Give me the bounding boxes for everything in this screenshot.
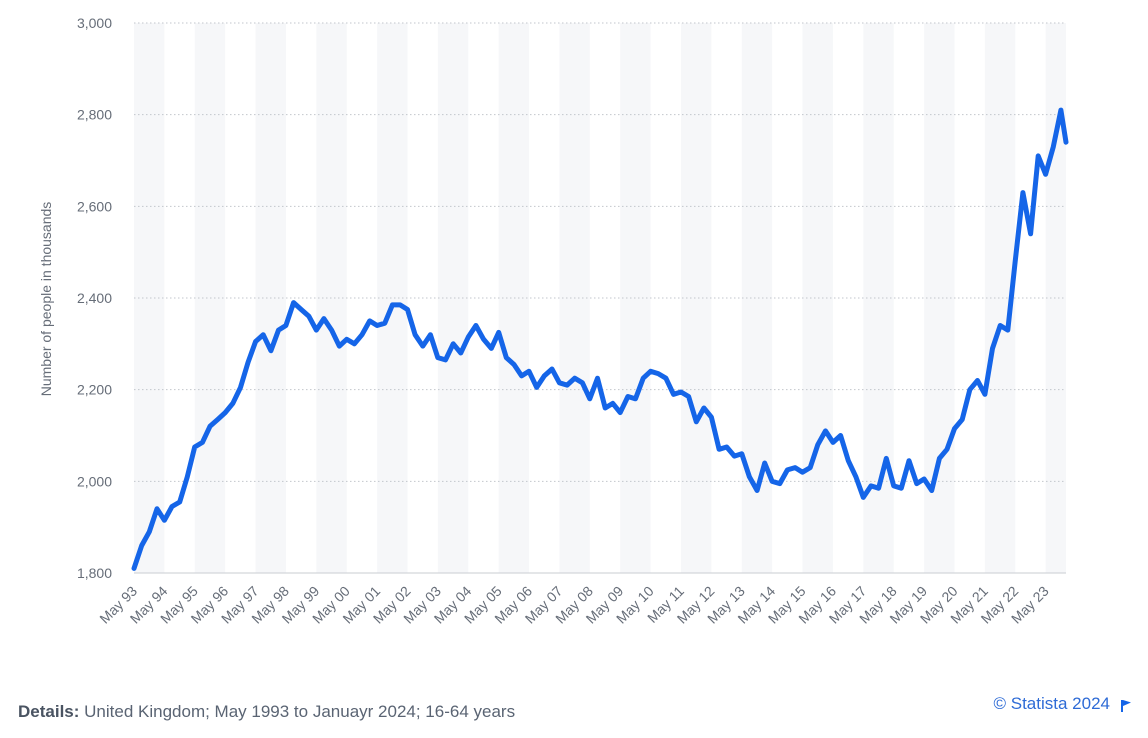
y-axis-ticks: 1,800 2,000 2,200 2,400 2,600 2,800 3,000 <box>77 15 112 581</box>
details-text: United Kingdom; May 1993 to Januayr 2024… <box>79 702 516 721</box>
background-band <box>316 23 347 573</box>
y-axis-label: Number of people in thousands <box>38 202 54 397</box>
y-tick-label: 2,200 <box>77 382 112 398</box>
y-tick-label: 2,000 <box>77 473 112 489</box>
series-line <box>131 107 1069 571</box>
flag-icon[interactable] <box>1120 699 1132 713</box>
y-tick-label: 1,800 <box>77 565 112 581</box>
background-band <box>802 23 833 573</box>
statista-credit-link[interactable]: © Statista 2024 <box>993 694 1111 713</box>
y-tick-label: 2,800 <box>77 107 112 123</box>
line-chart: 1,800 2,000 2,200 2,400 2,600 2,800 3,000 May … <box>38 15 1069 627</box>
details-label: Details: <box>18 702 80 721</box>
background-band <box>498 23 530 573</box>
background-band <box>194 23 226 573</box>
y-tick-label: 2,400 <box>77 290 112 306</box>
gridlines <box>134 22 1066 482</box>
details-footer: Details: United Kingdom; May 1993 to Jan… <box>18 702 515 722</box>
y-tick-label: 2,600 <box>77 198 112 214</box>
y-tick-label: 3,000 <box>77 15 112 31</box>
